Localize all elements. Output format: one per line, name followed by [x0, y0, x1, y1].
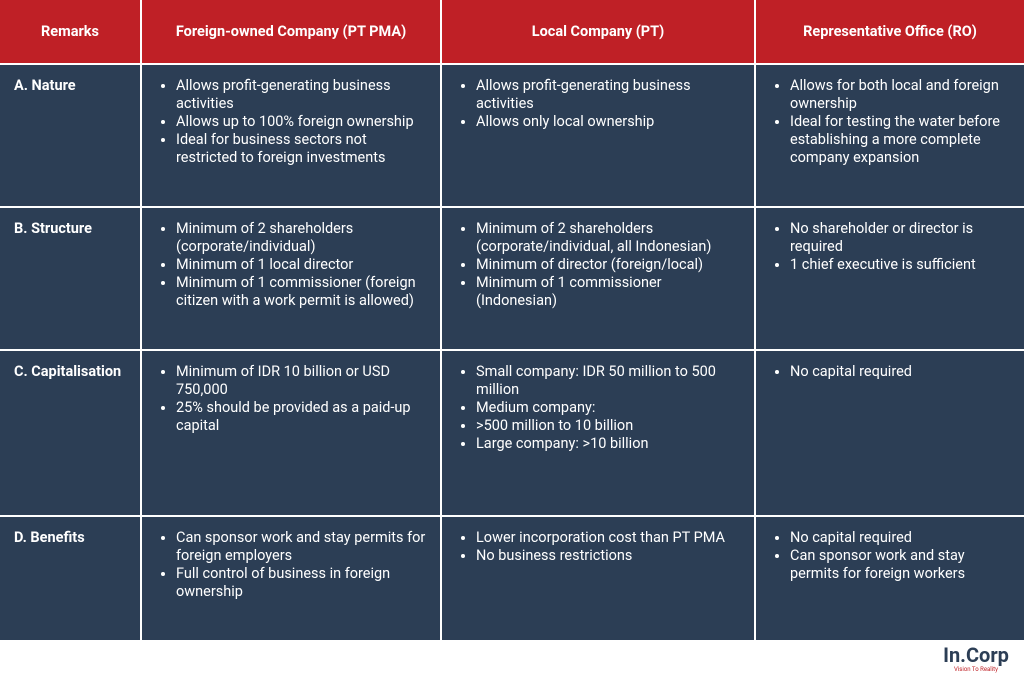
bullet-list: Minimum of 2 shareholders (corporate/ind… [442, 220, 754, 310]
table-cell: Lower incorporation cost than PT PMANo b… [442, 517, 754, 640]
table-cell: No shareholder or director is required1 … [756, 208, 1024, 349]
bullet-item: Lower incorporation cost than PT PMA [476, 529, 744, 547]
bullet-list: Minimum of 2 shareholders (corporate/ind… [142, 220, 440, 310]
bullet-item: Can sponsor work and stay permits for fo… [176, 529, 430, 565]
bullet-item: No capital required [790, 529, 1014, 547]
bullet-item: Minimum of 1 local director [176, 256, 430, 274]
bullet-list: Allows profit-generating business activi… [142, 77, 440, 167]
bullet-list: No capital requiredCan sponsor work and … [756, 529, 1024, 583]
table-cell: Minimum of 2 shareholders (corporate/ind… [142, 208, 440, 349]
bullet-list: No capital required [756, 363, 1024, 381]
bullet-item: Can sponsor work and stay permits for fo… [790, 547, 1014, 583]
table-cell: Minimum of IDR 10 billion or USD 750,000… [142, 351, 440, 515]
logo: In.Corp Vision To Reality [936, 644, 1016, 673]
bullet-list: No shareholder or director is required1 … [756, 220, 1024, 274]
bullet-list: Allows for both local and foreign owners… [756, 77, 1024, 167]
header-cell: Local Company (PT) [442, 0, 754, 63]
bullet-item: Medium company: [476, 399, 744, 417]
bullet-item: Large company: >10 billion [476, 435, 744, 453]
remark-cell: B. Structure [0, 208, 140, 349]
bullet-item: Allows for both local and foreign owners… [790, 77, 1014, 113]
bullet-item: 1 chief executive is sufficient [790, 256, 1014, 274]
logo-tagline: Vision To Reality [953, 666, 998, 673]
header-cell: Remarks [0, 0, 140, 63]
bullet-item: Small company: IDR 50 million to 500 mil… [476, 363, 744, 399]
bullet-item: Minimum of 2 shareholders (corporate/ind… [476, 220, 744, 256]
bullet-item: Minimum of 1 commissioner (foreign citiz… [176, 274, 430, 310]
bullet-item: Minimum of IDR 10 billion or USD 750,000 [176, 363, 430, 399]
bullet-item: >500 million to 10 billion [476, 417, 744, 435]
bullet-item: 25% should be provided as a paid-up capi… [176, 399, 430, 435]
bullet-item: Allows profit-generating business activi… [176, 77, 430, 113]
bullet-item: No shareholder or director is required [790, 220, 1014, 256]
bullet-item: Allows profit-generating business activi… [476, 77, 744, 113]
table-cell: Minimum of 2 shareholders (corporate/ind… [442, 208, 754, 349]
bullet-list: Minimum of IDR 10 billion or USD 750,000… [142, 363, 440, 435]
table-cell: Allows profit-generating business activi… [442, 65, 754, 206]
table-cell: No capital required [756, 351, 1024, 515]
bullet-item: Allows up to 100% foreign ownership [176, 113, 430, 131]
comparison-table: Remarks Foreign-owned Company (PT PMA) Loc… [0, 0, 1024, 640]
bullet-item: Ideal for testing the water before estab… [790, 113, 1014, 167]
remark-cell: D. Benefits [0, 517, 140, 640]
bullet-item: Allows only local ownership [476, 113, 744, 131]
bullet-item: No business restrictions [476, 547, 744, 565]
table-cell: Can sponsor work and stay permits for fo… [142, 517, 440, 640]
table-cell: Allows profit-generating business activi… [142, 65, 440, 206]
bullet-item: Full control of business in foreign owne… [176, 565, 430, 601]
bullet-list: Can sponsor work and stay permits for fo… [142, 529, 440, 601]
table-cell: Small company: IDR 50 million to 500 mil… [442, 351, 754, 515]
bullet-item: Minimum of 1 commissioner (Indonesian) [476, 274, 744, 310]
table-cell: Allows for both local and foreign owners… [756, 65, 1024, 206]
bullet-item: Minimum of director (foreign/local) [476, 256, 744, 274]
remark-cell: A. Nature [0, 65, 140, 206]
table-cell: No capital requiredCan sponsor work and … [756, 517, 1024, 640]
bullet-item: Ideal for business sectors not restricte… [176, 131, 430, 167]
bullet-list: Allows profit-generating business activi… [442, 77, 754, 131]
bullet-list: Lower incorporation cost than PT PMANo b… [442, 529, 754, 565]
header-cell: Representative Office (RO) [756, 0, 1024, 63]
bullet-list: Small company: IDR 50 million to 500 mil… [442, 363, 754, 453]
bullet-item: No capital required [790, 363, 1014, 381]
bullet-item: Minimum of 2 shareholders (corporate/ind… [176, 220, 430, 256]
logo-name: In.Corp [943, 643, 1009, 667]
remark-cell: C. Capitalisation [0, 351, 140, 515]
header-cell: Foreign-owned Company (PT PMA) [142, 0, 440, 63]
